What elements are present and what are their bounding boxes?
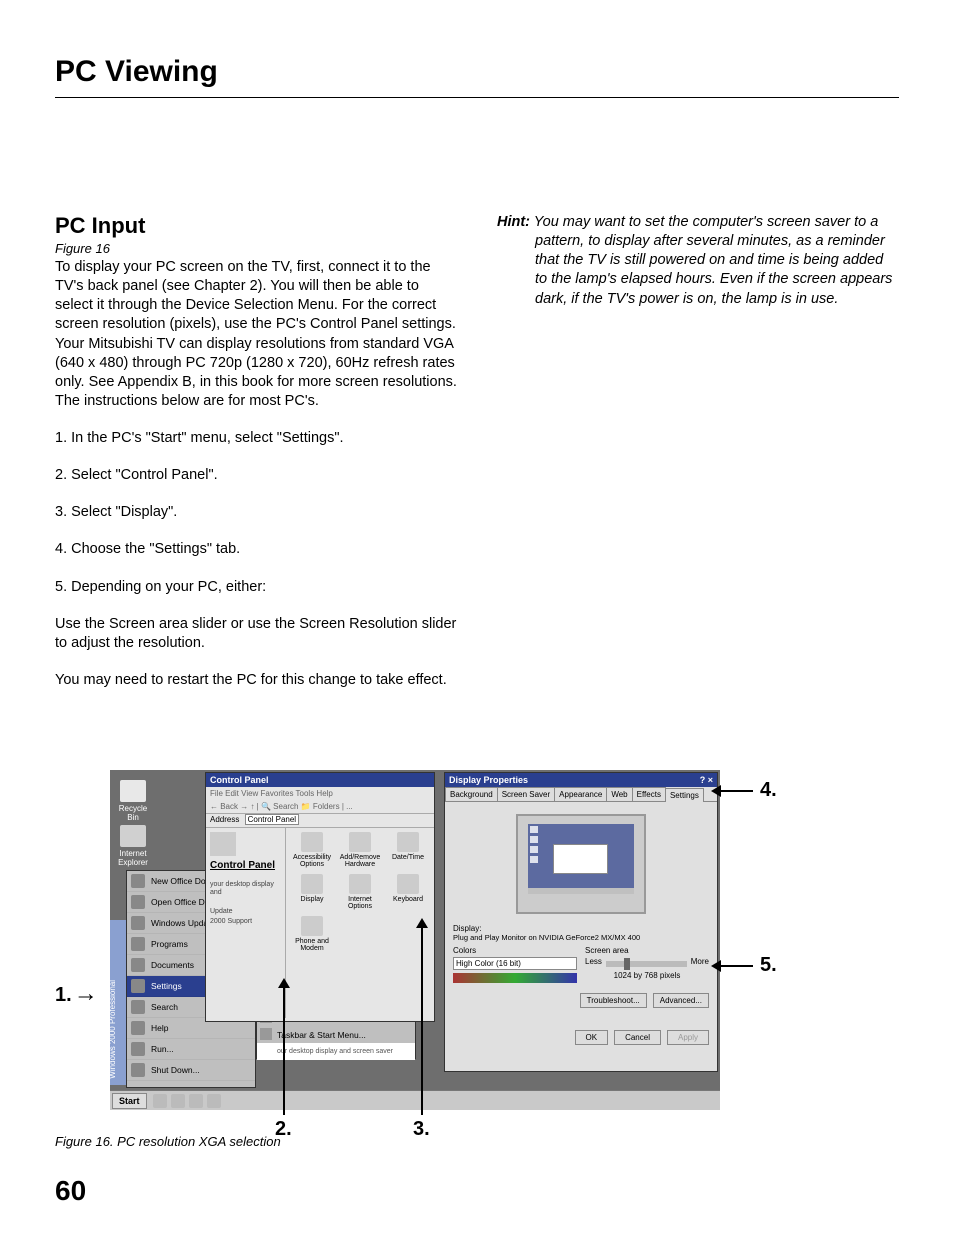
resolution-slider <box>606 961 687 967</box>
intro-para-1: To display your PC screen on the TV, fir… <box>55 258 457 335</box>
cp-folder-icon <box>210 832 236 856</box>
after-list-2: You may need to restart the PC for this … <box>55 671 457 690</box>
tab-screensaver: Screen Saver <box>497 787 555 801</box>
dp-display-label: Display: <box>453 924 709 933</box>
dp-colors-group: Colors High Color (16 bit) <box>453 946 577 983</box>
sub-taskbar: Taskbar & Start Menu... <box>257 1026 415 1043</box>
step-5: 5. Depending on your PC, either: <box>55 578 457 597</box>
res-value: 1024 by 768 pixels <box>585 971 709 980</box>
cp-ico-addrem: Add/Remove Hardware <box>338 832 382 868</box>
figure-reference: Figure 16 <box>55 241 457 256</box>
start-button: Start <box>112 1093 147 1109</box>
dp-titlebar: Display Properties ? × <box>445 773 717 787</box>
arrow-5-line <box>718 965 753 967</box>
apply-button: Apply <box>667 1030 709 1045</box>
tab-web: Web <box>606 787 632 801</box>
start-menu-banner: Windows 2000 Professional <box>110 920 126 1085</box>
steps-list: 1. In the PC's "Start" menu, select "Set… <box>55 429 457 597</box>
cp-sub1: your desktop display and <box>210 881 281 898</box>
dp-close-icons: ? × <box>700 775 713 785</box>
dp-area-group: Screen area Less More 1024 by 768 pixels <box>585 946 709 983</box>
tab-effects: Effects <box>632 787 666 801</box>
cp-ico-phone: Phone and Modem <box>290 916 334 952</box>
control-panel-window: Control Panel File Edit View Favorites T… <box>205 772 435 1022</box>
display-properties-window: Display Properties ? × Background Screen… <box>444 772 718 1072</box>
color-swatch <box>453 973 577 983</box>
content-columns: PC Input Figure 16 To display your PC sc… <box>55 213 899 690</box>
more-label: More <box>691 957 709 966</box>
troubleshoot-button: Troubleshoot... <box>580 993 647 1008</box>
cp-icon-grid: Accessibility Options Add/Remove Hardwar… <box>286 828 434 1018</box>
cp-titlebar: Control Panel <box>206 773 434 787</box>
cp-left-pane: Control Panel your desktop display and U… <box>206 828 286 1018</box>
quicklaunch <box>153 1094 221 1108</box>
arrow-4-head <box>711 785 721 797</box>
ie-icon <box>120 825 146 847</box>
cp-toolbar: ← Back → ↑ | 🔍 Search 📁 Folders | ... <box>206 800 434 814</box>
cp-ico-internet: Internet Options <box>338 874 382 910</box>
section-title: PC Input <box>55 213 457 239</box>
sm-shutdown: Shut Down... <box>127 1060 255 1081</box>
windows-desktop: Recycle Bin Internet Explorer Windows 20… <box>110 770 720 1110</box>
cp-heading: Control Panel <box>210 860 281 871</box>
sm-run: Run... <box>127 1039 255 1060</box>
hint-block: Hint: You may want to set the computer's… <box>497 213 899 309</box>
step-3: 3. Select "Display". <box>55 503 457 522</box>
tab-background: Background <box>445 787 498 801</box>
cp-ico-access: Accessibility Options <box>290 832 334 868</box>
monitor-preview <box>516 814 646 914</box>
cp-menubar: File Edit View Favorites Tools Help <box>206 787 434 800</box>
sub-hintbar: our desktop display and screen saver <box>257 1043 415 1060</box>
ok-button: OK <box>575 1030 609 1045</box>
left-column: PC Input Figure 16 To display your PC sc… <box>55 213 457 690</box>
chapter-title: PC Viewing <box>55 55 899 89</box>
cancel-button: Cancel <box>614 1030 661 1045</box>
callout-2: 2. <box>275 1118 292 1141</box>
step-2: 2. Select "Control Panel". <box>55 466 457 485</box>
arrow-2-head <box>278 978 290 988</box>
dp-tabs: Background Screen Saver Appearance Web E… <box>445 787 717 802</box>
dp-colors-select: High Color (16 bit) <box>453 957 577 970</box>
cp-ico-keyboard: Keyboard <box>386 874 430 910</box>
divider <box>55 97 899 98</box>
arrow-4-line <box>718 790 753 792</box>
arrow-3-head <box>416 918 428 928</box>
cp-addressbar: Address Control Panel <box>206 814 434 828</box>
figure-caption: Figure 16. PC resolution XGA selection <box>55 1134 915 1149</box>
callout-4: 4. <box>760 779 777 802</box>
cp-ico-date: Date/Time <box>386 832 430 868</box>
figure-16: 1.→ Recycle Bin Internet Explorer Window… <box>55 770 915 1149</box>
right-column: Hint: You may want to set the computer's… <box>497 213 899 690</box>
callout-5: 5. <box>760 954 777 977</box>
screenshot-container: 1.→ Recycle Bin Internet Explorer Window… <box>55 770 915 1130</box>
advanced-button: Advanced... <box>653 993 709 1008</box>
arrow-3-line <box>421 925 423 1115</box>
after-list-1: Use the Screen area slider or use the Sc… <box>55 615 457 653</box>
tab-settings: Settings <box>665 788 704 802</box>
start-menu-banner-text: Windows 2000 Professional <box>108 980 117 1079</box>
cp-sub2: Update <box>210 908 281 916</box>
arrow-5-head <box>711 960 721 972</box>
recycle-bin-label: Recycle Bin <box>112 804 154 822</box>
ie-label: Internet Explorer <box>112 849 154 867</box>
cp-sub3: 2000 Support <box>210 918 281 926</box>
intro-para-2: Your Mitsubishi TV can display resolutio… <box>55 335 457 412</box>
callout-3: 3. <box>413 1118 430 1141</box>
dp-display-value: Plug and Play Monitor on NVIDIA GeForce2… <box>453 933 709 942</box>
step-4: 4. Choose the "Settings" tab. <box>55 540 457 559</box>
tab-appearance: Appearance <box>554 787 607 801</box>
cp-ico-display: Display <box>290 874 334 910</box>
hint-text: You may want to set the computer's scree… <box>530 214 892 307</box>
taskbar: Start <box>110 1090 720 1110</box>
page-number: 60 <box>55 1175 86 1207</box>
recycle-bin-icon <box>120 780 146 802</box>
less-label: Less <box>585 957 602 966</box>
hint-label: Hint: <box>497 214 530 230</box>
arrow-2-line <box>283 985 285 1115</box>
step-1: 1. In the PC's "Start" menu, select "Set… <box>55 429 457 448</box>
callout-1: 1.→ <box>55 980 98 1008</box>
dp-area-label: Screen area <box>585 946 709 955</box>
dp-colors-label: Colors <box>453 946 577 955</box>
